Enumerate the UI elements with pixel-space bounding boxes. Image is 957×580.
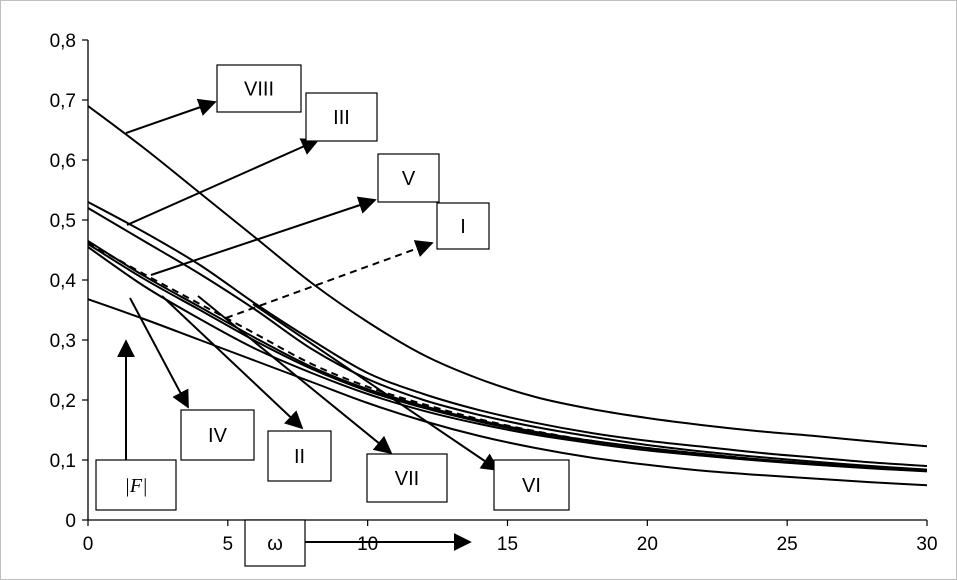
x-tick-label: 20: [637, 534, 658, 555]
label-viii-box: [216, 64, 302, 113]
x-tick-label: 30: [916, 534, 937, 555]
label-vii-box: [366, 453, 448, 503]
y-tick-label: 0,3: [50, 331, 76, 352]
series-line-v: [87, 207, 928, 471]
label-vii-text: VII: [395, 468, 419, 490]
arrow-ii: [161, 295, 304, 430]
axes: [82, 39, 928, 526]
curves: [87, 105, 928, 487]
y-tick-label: 0: [65, 511, 76, 532]
x-tick-label: 5: [223, 534, 234, 555]
x-tick-label: 0: [83, 534, 94, 555]
label-abs-f-text: |F|: [124, 475, 147, 497]
label-v-text: V: [402, 168, 416, 190]
y-tick-label: 0,2: [50, 391, 76, 412]
y-tick-labels: 0 0,1 0,2 0,3 0,4 0,5 0,6 0,7 0,8: [50, 31, 77, 532]
arrow-viii: [125, 98, 217, 134]
label-vi-box: [493, 459, 570, 511]
label-vi-text: VI: [522, 475, 541, 497]
arrow-i: [225, 240, 434, 319]
label-ii-box: [267, 430, 332, 482]
arrow-vii: [197, 295, 393, 455]
label-omega-box: [244, 519, 306, 567]
label-i-text: I: [460, 216, 466, 238]
y-tick-label: 0,1: [50, 451, 76, 472]
series-line-vii: [87, 246, 928, 473]
x-tick-label: 10: [357, 534, 378, 555]
y-tick-label: 0,8: [50, 31, 76, 52]
x-tick-labels: 0 5 10 15 20 25 30: [83, 534, 938, 555]
arrow-iii: [126, 138, 320, 226]
label-v-box: [377, 153, 440, 203]
y-tick-label: 0,5: [50, 211, 76, 232]
label-ii-text: II: [294, 446, 305, 468]
x-tick-label: 15: [497, 534, 518, 555]
y-tick-label: 0,6: [50, 151, 76, 172]
label-omega-text: ω: [267, 533, 283, 555]
label-i-box: [436, 202, 490, 250]
series-line-iv: [87, 298, 928, 487]
arrow-iv: [129, 297, 189, 409]
series-line-viii: [87, 105, 928, 448]
label-abs-f-box: [95, 459, 177, 511]
arrow-v: [150, 196, 377, 276]
y-tick-label: 0,4: [50, 271, 77, 292]
series-line-iii: [87, 201, 928, 467]
label-viii-text: VIII: [244, 79, 274, 101]
y-tick-label: 0,7: [50, 91, 76, 112]
label-iv-box: [180, 409, 255, 461]
label-iii-box: [305, 92, 378, 142]
label-iv-text: IV: [208, 425, 228, 447]
x-tick-label: 25: [777, 534, 798, 555]
arrow-vi: [252, 303, 500, 472]
label-iii-text: III: [333, 107, 350, 129]
